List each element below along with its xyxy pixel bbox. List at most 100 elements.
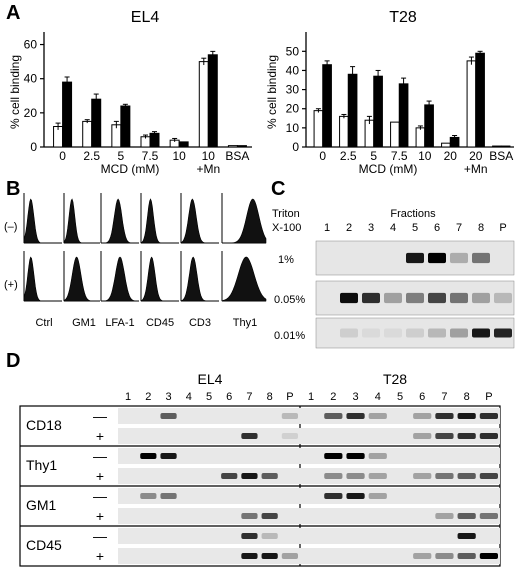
bar <box>198 61 209 148</box>
histogram <box>221 256 267 302</box>
triton-lane-label: 1 <box>324 222 330 234</box>
bar <box>466 60 477 148</box>
blot-band <box>406 252 424 264</box>
blot-band <box>435 413 454 419</box>
blot-band <box>428 328 446 338</box>
triton-row-label-001pct: 0.01% <box>274 330 305 342</box>
x-tick-label: 2.5 <box>340 149 357 163</box>
blot-group-label: GM1 <box>26 497 57 513</box>
t28-blot-strip <box>300 548 500 564</box>
triton-fractions-panel: Triton X-100 Fractions 1 2 3 4 5 6 7 8 P 1% 0.05… <box>272 208 515 349</box>
x-tick-label: 0 <box>59 149 66 163</box>
blot-band <box>281 413 298 419</box>
y-tick-label: 60 <box>24 38 38 52</box>
blot-band <box>160 453 177 459</box>
blot-band <box>384 328 402 338</box>
flow-label-gm1: GM1 <box>72 317 96 329</box>
x-tick-label: BSA <box>489 149 513 163</box>
blot-band <box>261 553 278 559</box>
blot-group-label: Thy1 <box>26 457 57 473</box>
histogram <box>63 256 100 302</box>
el4-lane-label: 8 <box>267 391 273 403</box>
blot-panel: EL4 T28 1 1 2 2 3 3 4 4 5 5 6 6 7 7 8 8 P P CD18 — + Thy1 — + G… <box>19 372 501 567</box>
triton-lane-label: 7 <box>456 222 462 234</box>
blot-band <box>406 328 424 338</box>
histogram <box>101 198 139 244</box>
x-tick-label: 20 <box>444 149 458 163</box>
blot-band <box>340 328 358 338</box>
blot-band <box>479 433 498 439</box>
triton-lane-label: 4 <box>390 222 396 234</box>
el4-binding-chart: EL4 % cell binding MCD (mM) 0 20 40 60 0 2.5 5… <box>8 9 252 176</box>
blot-sign-label: + <box>96 508 104 524</box>
bar <box>390 121 400 148</box>
blot-band <box>281 553 298 559</box>
blot-band <box>362 328 380 338</box>
x-tick-label: +Mn <box>196 162 220 176</box>
histogram <box>63 198 100 244</box>
triton-header-line2: X-100 <box>272 222 301 234</box>
blot-band <box>160 493 177 499</box>
el4-chart-title: EL4 <box>131 9 160 26</box>
bar <box>82 120 93 148</box>
blot-band <box>435 433 454 439</box>
bar <box>178 141 189 148</box>
blot-band <box>457 513 476 519</box>
bar <box>398 83 409 148</box>
blot-band <box>384 292 402 304</box>
bar <box>207 54 218 148</box>
blot-band <box>494 292 512 304</box>
blot-band <box>472 328 490 338</box>
x-tick-label: +Mn <box>464 162 488 176</box>
blot-band <box>281 433 298 439</box>
y-tick-label: 0 <box>292 140 299 154</box>
blot-sign-label: — <box>93 448 107 464</box>
blot-band <box>457 433 476 439</box>
bar <box>441 142 451 148</box>
flow-labels: Ctrl GM1 LFA-1 CD45 CD3 Thy1 <box>35 317 257 329</box>
blot-band <box>479 473 498 479</box>
t28-blot-strip <box>300 408 500 424</box>
bar <box>415 127 426 148</box>
el4-lane-label: 3 <box>165 391 171 403</box>
blot-band <box>450 252 468 264</box>
blot-sign-label: — <box>93 488 107 504</box>
histogram <box>23 198 62 244</box>
blot-band <box>472 252 490 264</box>
t28-blot-strip <box>300 428 500 444</box>
bar <box>91 98 102 148</box>
blot-cell-label-el4: EL4 <box>198 372 223 387</box>
histogram <box>180 198 219 244</box>
triton-lane-label: 2 <box>346 222 352 234</box>
y-tick-label: 0 <box>30 140 37 154</box>
blot-band <box>494 328 512 338</box>
blot-band <box>241 553 258 559</box>
flow-cytometry-panel: (–) (+) Ctrl GM1 LFA-1 CD45 CD3 Thy1 <box>4 193 267 329</box>
t28-lane-label: 5 <box>397 391 403 403</box>
el4-lane-label: 4 <box>186 391 192 403</box>
t28-lane-label: 3 <box>352 391 358 403</box>
el4-blot-strip <box>118 528 300 544</box>
blot-band <box>435 473 454 479</box>
blot-band <box>261 473 278 479</box>
el4-lane-label: 6 <box>226 391 232 403</box>
histogram <box>23 256 62 302</box>
bar <box>62 81 73 148</box>
bar <box>120 105 131 148</box>
triton-lane-label: 6 <box>434 222 440 234</box>
y-tick-label: 50 <box>286 44 300 58</box>
el4-blot-strip <box>118 508 300 524</box>
blot-band <box>221 473 238 479</box>
flow-label-thy1: Thy1 <box>233 317 257 329</box>
panel-letter-c: C <box>271 178 286 200</box>
blot-band <box>450 292 468 304</box>
flow-row-label-minus: (–) <box>4 221 17 233</box>
blot-band <box>346 453 365 459</box>
panel-letter-b: B <box>6 178 21 200</box>
t28-blot-strip <box>300 448 500 464</box>
fractions-title: Fractions <box>390 208 436 220</box>
t28-y-axis-label: % cell binding <box>265 55 279 129</box>
x-tick-label: BSA <box>225 149 249 163</box>
flow-label-cd3: CD3 <box>189 317 211 329</box>
t28-lane-label: 1 <box>308 391 314 403</box>
